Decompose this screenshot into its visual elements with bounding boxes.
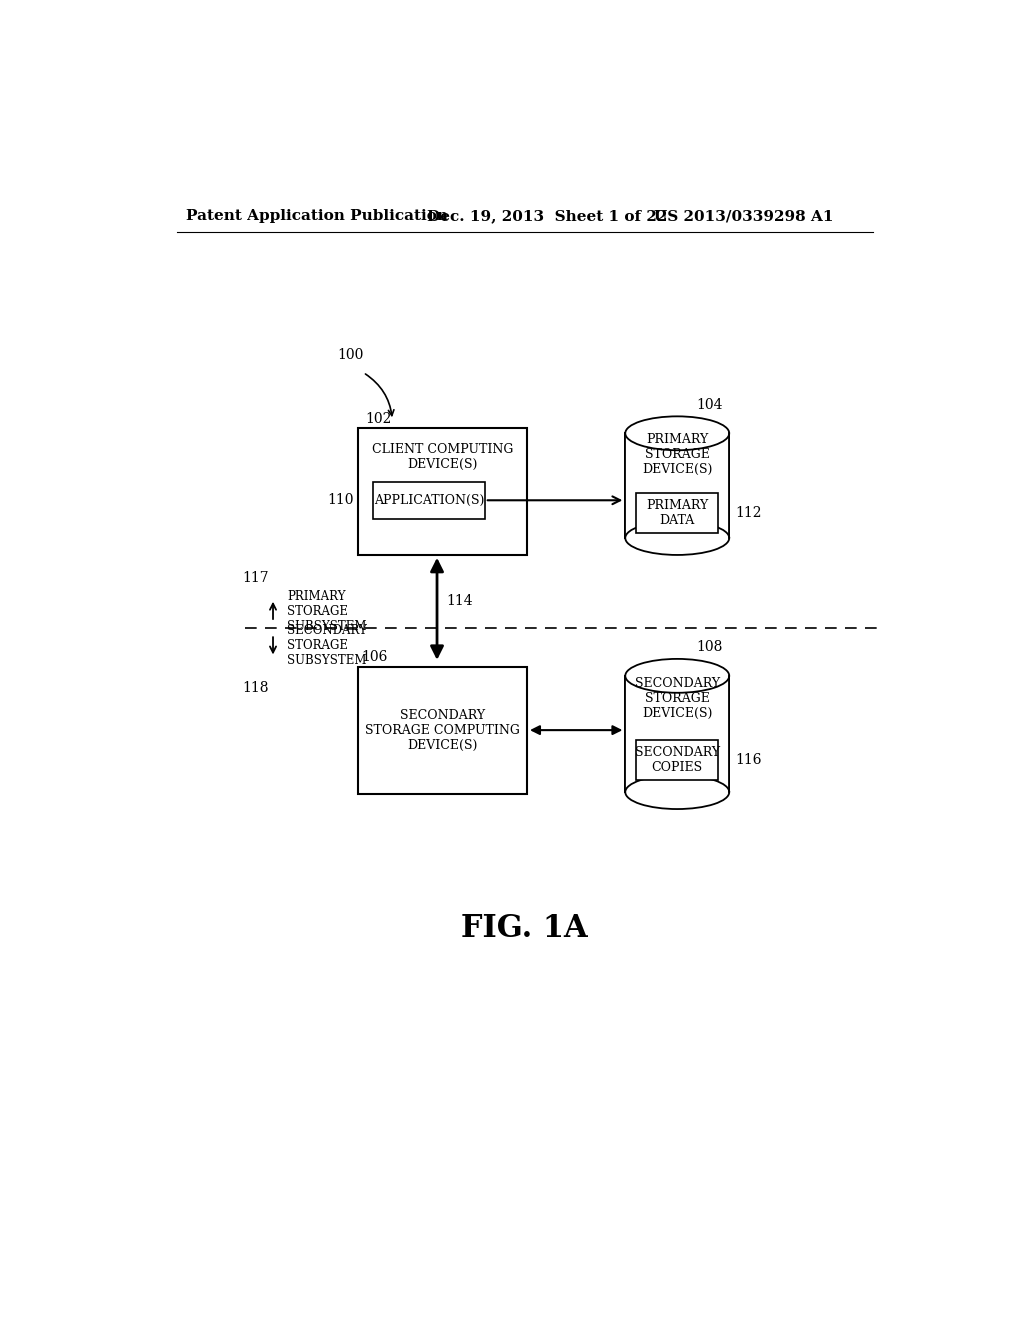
Text: PRIMARY
STORAGE
SUBSYSTEM: PRIMARY STORAGE SUBSYSTEM xyxy=(287,590,367,632)
Ellipse shape xyxy=(626,659,729,693)
Text: 102: 102 xyxy=(366,412,392,425)
Text: 118: 118 xyxy=(243,681,269,696)
Text: 117: 117 xyxy=(243,572,269,585)
Text: 110: 110 xyxy=(328,494,354,507)
Ellipse shape xyxy=(626,775,729,809)
Text: PRIMARY
DATA: PRIMARY DATA xyxy=(646,499,709,528)
Text: 100: 100 xyxy=(337,347,364,362)
Text: 114: 114 xyxy=(446,594,473,609)
Text: Patent Application Publication: Patent Application Publication xyxy=(186,209,449,223)
Text: CLIENT COMPUTING
DEVICE(S): CLIENT COMPUTING DEVICE(S) xyxy=(372,444,513,471)
Text: Dec. 19, 2013  Sheet 1 of 22: Dec. 19, 2013 Sheet 1 of 22 xyxy=(427,209,668,223)
Ellipse shape xyxy=(626,416,729,450)
Text: 112: 112 xyxy=(735,507,762,520)
Bar xyxy=(357,428,527,554)
Bar xyxy=(373,482,484,519)
Bar xyxy=(626,676,729,792)
Text: APPLICATION(S): APPLICATION(S) xyxy=(374,494,484,507)
Text: SECONDARY
STORAGE COMPUTING
DEVICE(S): SECONDARY STORAGE COMPUTING DEVICE(S) xyxy=(365,709,520,751)
Bar xyxy=(637,739,718,780)
Text: 106: 106 xyxy=(361,651,388,664)
Text: FIG. 1A: FIG. 1A xyxy=(462,913,588,944)
Text: SECONDARY
STORAGE
DEVICE(S): SECONDARY STORAGE DEVICE(S) xyxy=(635,677,720,721)
Text: 104: 104 xyxy=(696,397,723,412)
Text: 116: 116 xyxy=(735,752,762,767)
Text: SECONDARY
STORAGE
SUBSYSTEM: SECONDARY STORAGE SUBSYSTEM xyxy=(287,623,367,667)
Text: US 2013/0339298 A1: US 2013/0339298 A1 xyxy=(654,209,834,223)
FancyArrowPatch shape xyxy=(366,374,394,416)
Text: SECONDARY
COPIES: SECONDARY COPIES xyxy=(635,746,720,774)
Text: PRIMARY
STORAGE
DEVICE(S): PRIMARY STORAGE DEVICE(S) xyxy=(642,433,713,477)
Bar xyxy=(626,433,729,539)
Ellipse shape xyxy=(626,521,729,554)
Text: 108: 108 xyxy=(696,640,723,655)
Bar xyxy=(637,494,718,533)
Bar xyxy=(357,667,527,793)
